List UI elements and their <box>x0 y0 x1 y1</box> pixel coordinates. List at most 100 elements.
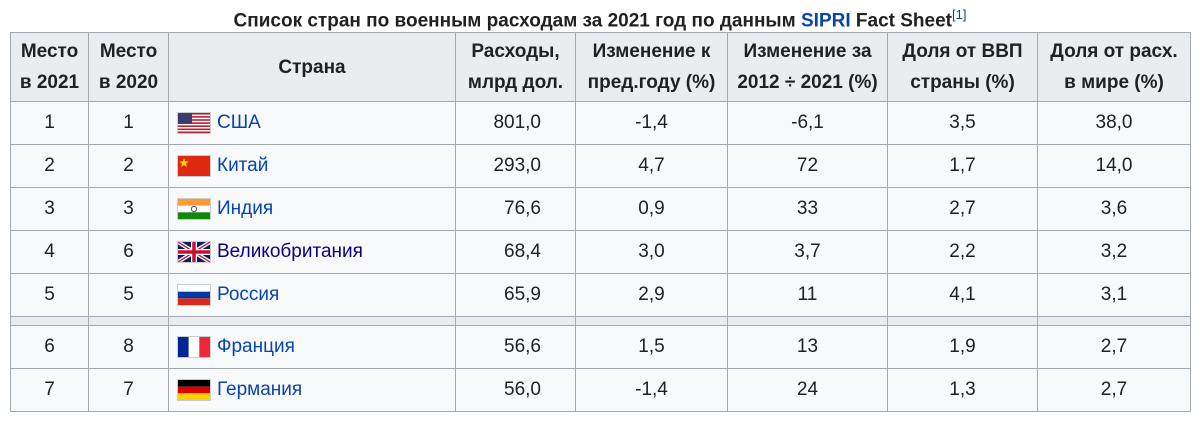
column-header: Место в 2020 <box>88 32 169 102</box>
value-cell: -6,1 <box>727 101 888 145</box>
rank-cell: 8 <box>88 325 169 369</box>
rank-cell: 6 <box>88 230 169 274</box>
separator-row <box>10 316 1191 326</box>
value-cell: 1,7 <box>887 144 1038 188</box>
table-row: 7 7 Германия 56,0 -1,4 24 1,3 2,7 <box>10 368 1191 412</box>
flag <box>177 283 211 306</box>
flag <box>177 378 211 401</box>
rank-cell: 4 <box>10 230 89 274</box>
separator-cell <box>727 316 888 326</box>
value-cell: 3,2 <box>1037 230 1191 274</box>
value-cell: 4,1 <box>887 273 1038 317</box>
value-cell: 4,7 <box>575 144 728 188</box>
header-line: Место <box>99 41 158 62</box>
flag <box>177 335 211 358</box>
header-line: Доля от ВВП <box>902 41 1023 62</box>
table-row: 2 2 Китай 293,0 4,7 72 1,7 14,0 <box>10 144 1191 188</box>
table-row: 4 6 Великобритания 68,4 3,0 3,7 2,2 3,2 <box>10 230 1191 274</box>
header-line: Страна <box>278 56 346 78</box>
separator-cell <box>168 316 456 326</box>
rank-cell: 2 <box>88 144 169 188</box>
country-cell: Китай <box>168 144 456 188</box>
country-link[interactable]: США <box>217 111 261 133</box>
value-cell: 2,9 <box>575 273 728 317</box>
reference[interactable]: [1] <box>952 7 967 22</box>
table-body: 1 1 США 801,0 -1,4 -6,1 3,5 38,0 2 2 Китай 293,0 4,7… <box>10 101 1191 412</box>
table-row: 1 1 США 801,0 -1,4 -6,1 3,5 38,0 <box>10 101 1191 145</box>
value-cell: 0,9 <box>575 187 728 231</box>
country-link[interactable]: Германия <box>217 378 303 400</box>
value-cell: 68,4 <box>455 230 576 274</box>
country-link[interactable]: Великобритания <box>217 240 363 262</box>
flag <box>176 240 212 264</box>
column-header: Изменение к пред.году (%) <box>575 32 728 102</box>
value-cell: 3,0 <box>575 230 728 274</box>
value-cell: 293,0 <box>455 144 576 188</box>
value-cell: 38,0 <box>1037 101 1191 145</box>
country-link[interactable]: Китай <box>217 154 269 176</box>
country-link[interactable]: Индия <box>217 197 274 219</box>
header-line: Доля от расх. <box>1050 41 1178 62</box>
rank-cell: 2 <box>10 144 89 188</box>
rank-cell: 3 <box>88 187 169 231</box>
value-cell: 3,1 <box>1037 273 1191 317</box>
value-cell: 1,3 <box>887 368 1038 412</box>
value-cell: 76,6 <box>455 187 576 231</box>
rank-cell: 1 <box>10 101 89 145</box>
value-cell: 24 <box>727 368 888 412</box>
country-cell: Россия <box>168 273 456 317</box>
flag <box>177 154 211 177</box>
country-cell: США <box>168 101 456 145</box>
value-cell: 65,9 <box>455 273 576 317</box>
header-line: Изменение за <box>743 41 872 62</box>
rank-cell: 7 <box>10 368 89 412</box>
value-cell: 33 <box>727 187 888 231</box>
country-cell: Великобритания <box>168 230 456 274</box>
column-header: Доля от ВВП страны (%) <box>887 32 1038 102</box>
country-link[interactable]: Россия <box>217 283 280 305</box>
separator-cell <box>575 316 728 326</box>
header-line: 2012 ÷ 2021 (%) <box>737 72 878 93</box>
value-cell: 3,6 <box>1037 187 1191 231</box>
header-line: млрд дол. <box>467 72 564 93</box>
value-cell: 56,0 <box>455 368 576 412</box>
rank-cell: 3 <box>10 187 89 231</box>
header-line: Изменение к <box>592 41 711 62</box>
header-line: в мире (%) <box>1064 72 1164 93</box>
value-cell: 56,6 <box>455 325 576 369</box>
table-row: 3 3 Индия 76,6 0,9 33 2,7 3,6 <box>10 187 1191 231</box>
value-cell: 2,7 <box>1037 325 1191 369</box>
separator-cell <box>887 316 1038 326</box>
separator-cell <box>455 316 576 326</box>
separator-cell <box>10 316 89 326</box>
value-cell: 1,5 <box>575 325 728 369</box>
header-line: в 2020 <box>98 72 159 93</box>
flag <box>177 197 211 220</box>
value-cell: 2,7 <box>887 187 1038 231</box>
country-cell: Германия <box>168 368 456 412</box>
column-header: Страна <box>168 32 456 102</box>
value-cell: 2,2 <box>887 230 1038 274</box>
country-cell: Франция <box>168 325 456 369</box>
value-cell: 14,0 <box>1037 144 1191 188</box>
column-header: Место в 2021 <box>10 32 89 102</box>
header-line: страны (%) <box>910 72 1015 93</box>
value-cell: 801,0 <box>455 101 576 145</box>
rank-cell: 1 <box>88 101 169 145</box>
value-cell: -1,4 <box>575 101 728 145</box>
value-cell: 1,9 <box>887 325 1038 369</box>
rank-cell: 6 <box>10 325 89 369</box>
header-row: Место в 2021 Место в 2020 Страна Расходы, млрд… <box>10 32 1191 102</box>
caption-link[interactable]: SIPRI <box>801 10 851 32</box>
country-link[interactable]: Франция <box>217 335 295 357</box>
caption-text: Список стран по военным расходам за 2021… <box>233 10 796 32</box>
value-cell: 72 <box>727 144 888 188</box>
caption: Список стран по военным расходам за 2021… <box>0 0 1200 32</box>
rank-cell: 7 <box>88 368 169 412</box>
value-cell: 3,7 <box>727 230 888 274</box>
column-header: Доля от расх. в мире (%) <box>1037 32 1191 102</box>
table-row: 6 8 Франция 56,6 1,5 13 1,9 2,7 <box>10 325 1191 369</box>
value-cell: 2,7 <box>1037 368 1191 412</box>
header-line: пред.году (%) <box>587 72 716 93</box>
